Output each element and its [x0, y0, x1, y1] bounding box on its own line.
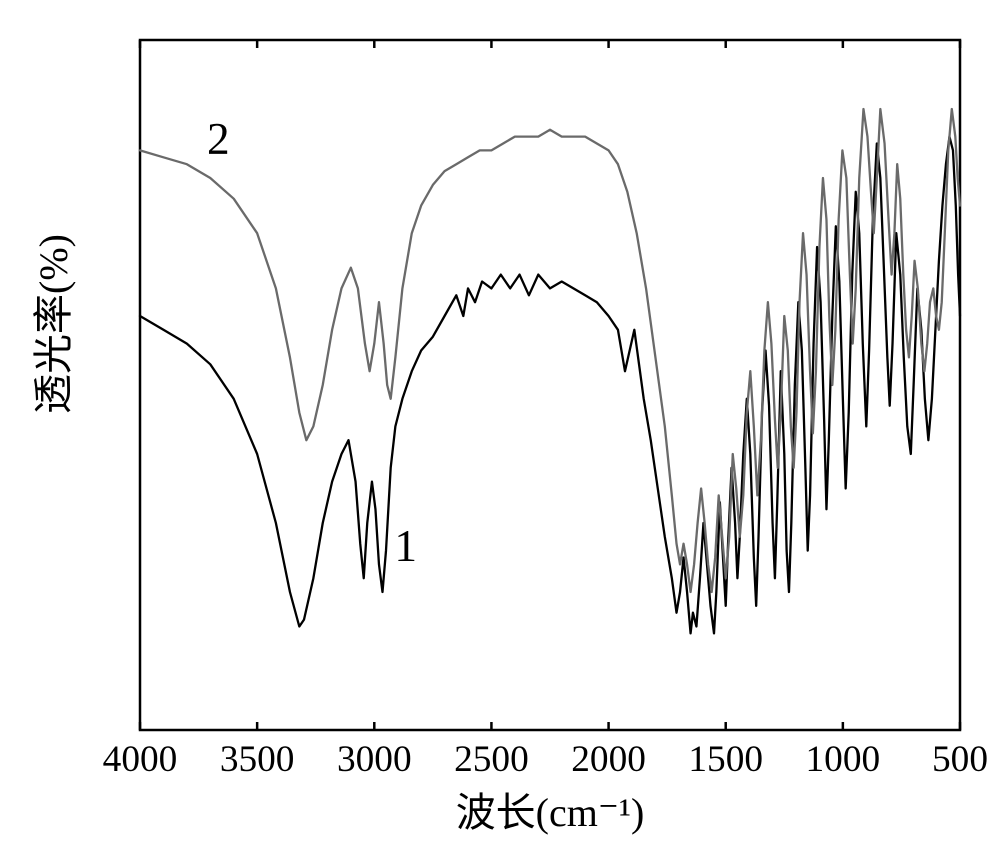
x-tick-label: 3500 — [207, 738, 307, 781]
x-tick-label: 1000 — [793, 738, 893, 781]
x-tick-label: 3000 — [324, 738, 424, 781]
series-annotation-1: 1 — [394, 520, 417, 572]
x-tick-label: 2500 — [441, 738, 541, 781]
x-tick-label: 2000 — [559, 738, 659, 781]
plot-svg — [0, 0, 1000, 840]
x-tick-label: 1500 — [676, 738, 776, 781]
x-tick-label: 500 — [910, 738, 1000, 781]
ir-spectrum-chart: 透光率(%) 波长(cm⁻¹) 400035003000250020001500… — [0, 0, 1000, 840]
x-tick-label: 4000 — [90, 738, 190, 781]
series-annotation-2: 2 — [207, 113, 230, 165]
y-axis-label: 透光率(%) — [21, 374, 79, 414]
x-axis-label: 波长(cm⁻¹) — [450, 780, 650, 838]
